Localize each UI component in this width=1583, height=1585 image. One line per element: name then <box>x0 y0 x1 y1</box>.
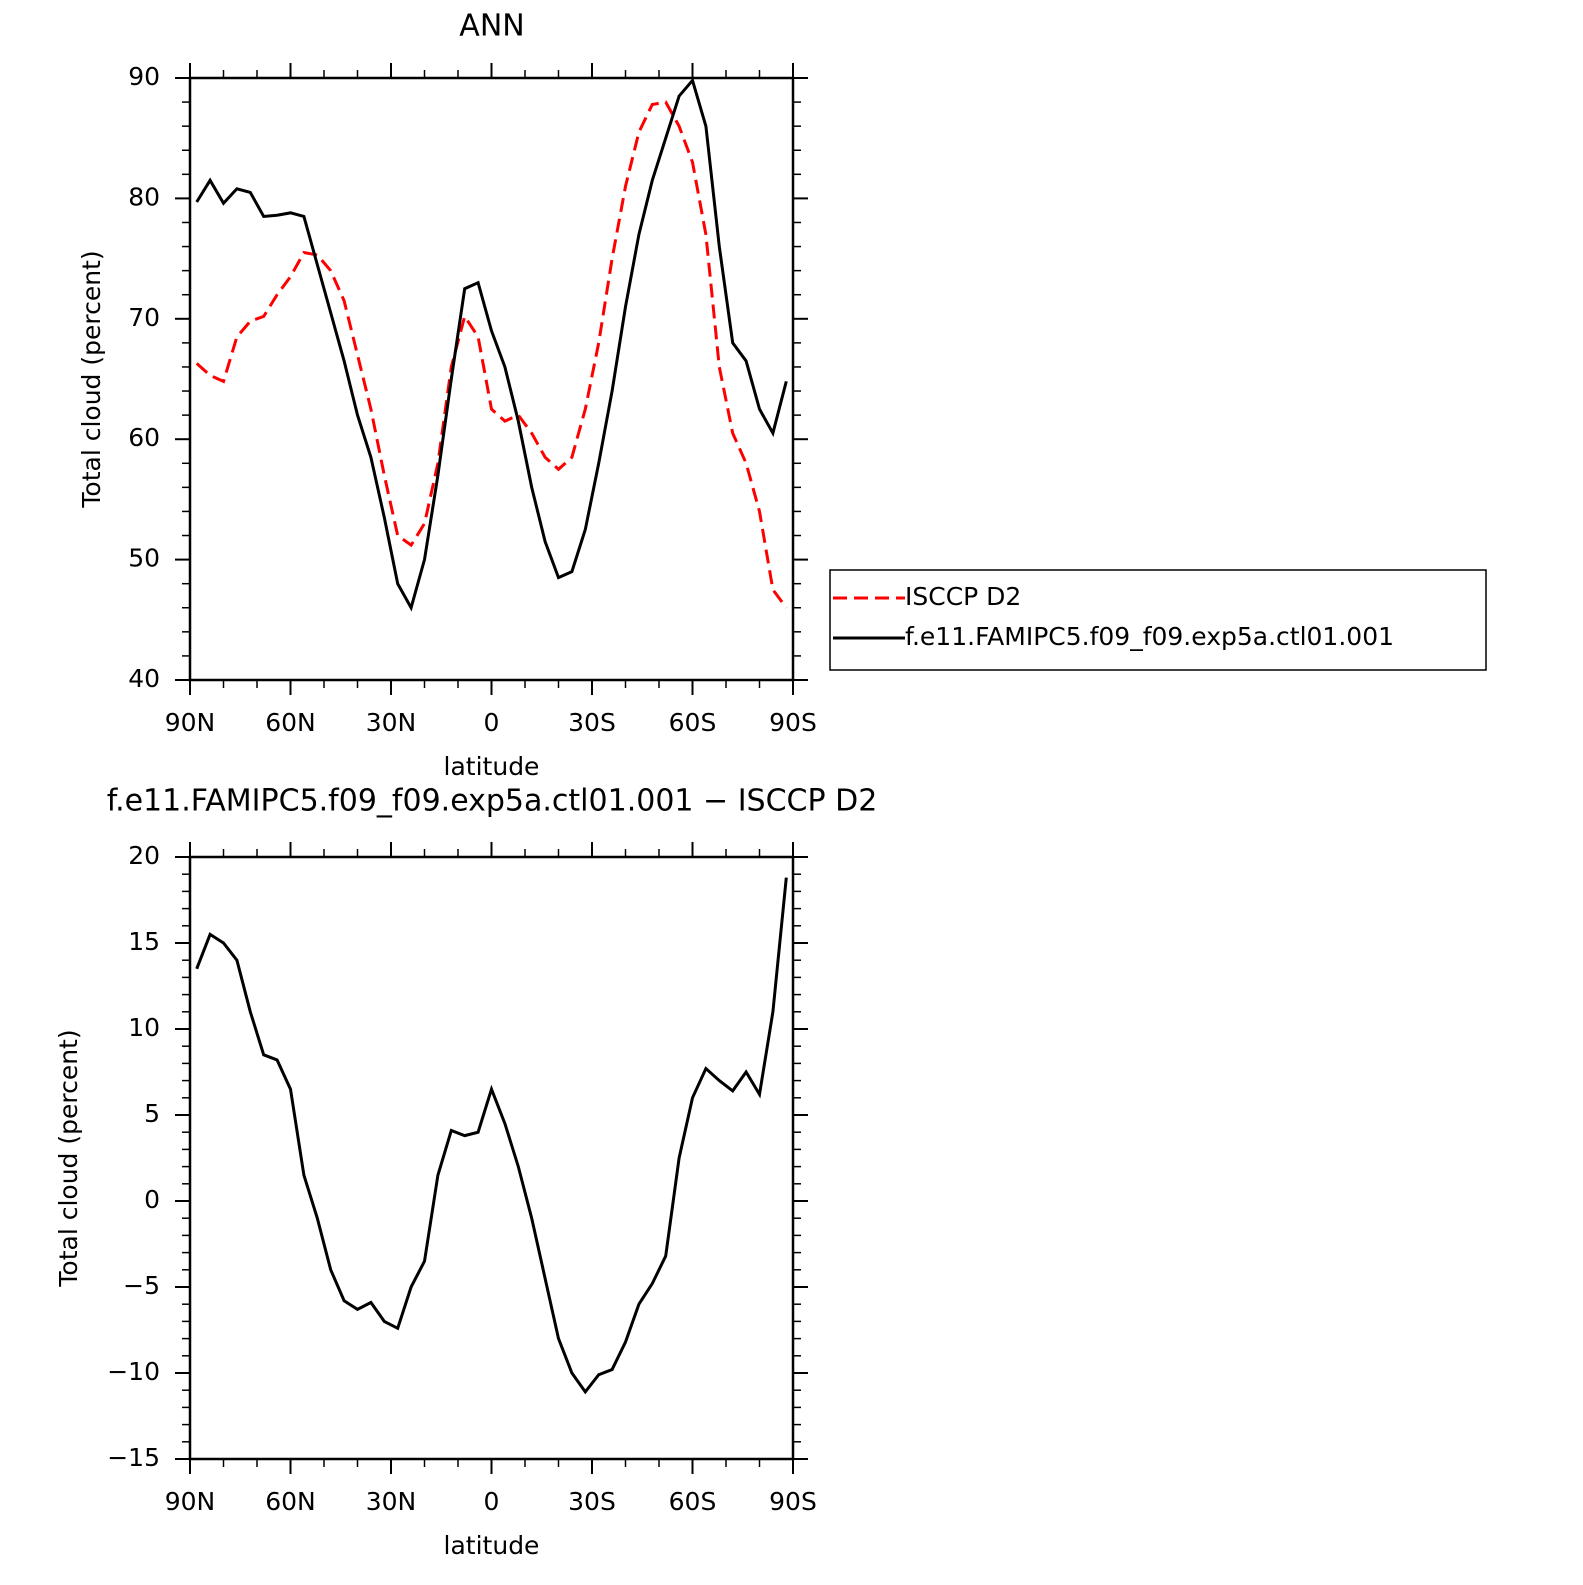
x-tick-label: 90N <box>165 708 216 737</box>
x-tick-label: 30N <box>366 708 417 737</box>
y-tick-label: 20 <box>128 841 160 870</box>
data-line <box>195 77 788 612</box>
x-tick-label: 30S <box>568 708 616 737</box>
x-tick-label: 60N <box>265 1487 316 1516</box>
y-tick-label: −5 <box>123 1271 160 1300</box>
x-tick-label: 30N <box>366 1487 417 1516</box>
x-tick-label: 90N <box>165 1487 216 1516</box>
y-axis-label: Total cloud (percent) <box>54 1029 83 1287</box>
x-tick-label: 60S <box>669 708 717 737</box>
y-tick-label: 60 <box>128 423 160 452</box>
x-tick-label: 0 <box>484 708 500 737</box>
y-tick-label: 50 <box>128 544 160 573</box>
chart-title: f.e11.FAMIPC5.f09_f09.exp5a.ctl01.001 − … <box>107 784 878 819</box>
legend-label: f.e11.FAMIPC5.f09_f09.exp5a.ctl01.001 <box>905 622 1394 651</box>
y-tick-label: −15 <box>107 1443 160 1472</box>
y-tick-label: 10 <box>128 1013 160 1042</box>
x-tick-label: 30S <box>568 1487 616 1516</box>
y-tick-label: 5 <box>144 1099 160 1128</box>
x-tick-label: 60S <box>669 1487 717 1516</box>
y-tick-label: 15 <box>128 927 160 956</box>
legend-box <box>829 569 1487 671</box>
y-tick-label: −10 <box>107 1357 160 1386</box>
legend-label: ISCCP D2 <box>905 582 1021 611</box>
y-tick-label: 70 <box>128 303 160 332</box>
plot-frame <box>188 76 795 682</box>
data-line <box>195 877 788 1395</box>
x-tick-label: 90S <box>769 708 817 737</box>
y-tick-label: 40 <box>128 664 160 693</box>
x-tick-label: 0 <box>484 1487 500 1516</box>
plot-frame <box>188 855 795 1461</box>
chart-title: ANN <box>459 9 524 44</box>
data-line <box>195 100 788 609</box>
x-tick-label: 60N <box>265 708 316 737</box>
x-tick-label: 90S <box>769 1487 817 1516</box>
x-axis-label: latitude <box>444 1531 540 1560</box>
y-tick-label: 90 <box>128 62 160 91</box>
y-tick-label: 80 <box>128 182 160 211</box>
y-tick-label: 0 <box>144 1185 160 1214</box>
x-axis-label: latitude <box>444 752 540 781</box>
y-axis-label: Total cloud (percent) <box>77 250 106 508</box>
